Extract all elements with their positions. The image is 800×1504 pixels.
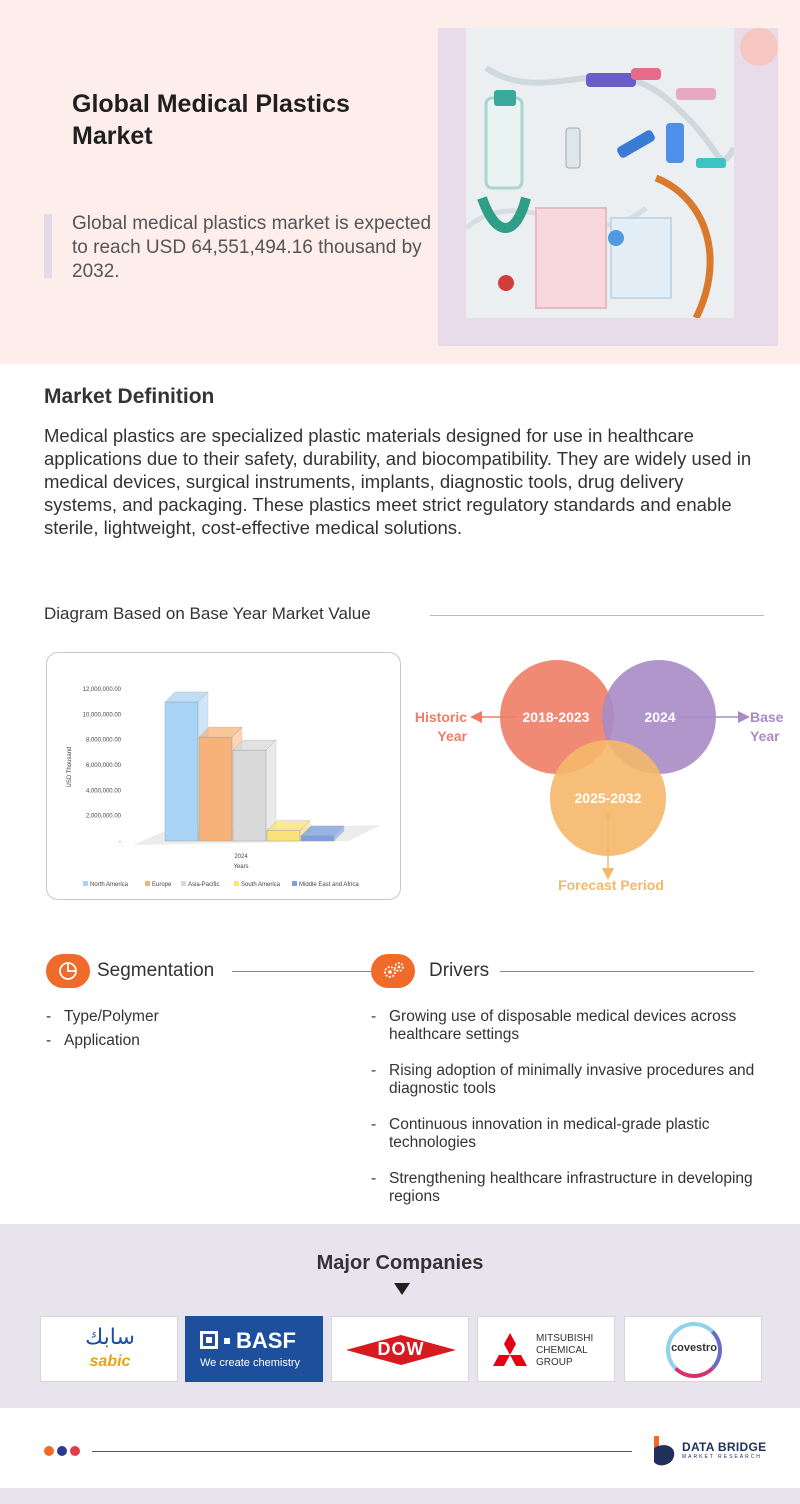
legend-swatch xyxy=(292,881,297,886)
footer-divider xyxy=(92,1451,632,1452)
venn-diagram: 2018-2023 2024 2025-2032 Historic Year B… xyxy=(414,652,794,902)
legend-label: North America xyxy=(90,882,129,888)
list-item: Rising adoption of minimally invasive pr… xyxy=(371,1062,761,1098)
sabic-logo: سابك sabic xyxy=(40,1316,178,1382)
y-tick-label: 4,000,000.00 xyxy=(86,788,122,794)
hero-description: Global medical plastics market is expect… xyxy=(72,213,432,282)
historic-label-2: Year xyxy=(437,728,467,744)
legend-swatch xyxy=(83,881,88,886)
segmentation-badge xyxy=(46,954,90,988)
y-tick-label: 12,000,000.00 xyxy=(83,687,122,693)
bar-side-face xyxy=(333,825,345,842)
segmentation-divider xyxy=(232,971,372,972)
chart-canvas: - 2,000,000.00 4,000,000.00 6,000,000.00 8,0… xyxy=(67,687,381,888)
legend-label: Europe xyxy=(152,882,172,888)
list-item: Growing use of disposable medical device… xyxy=(371,1008,761,1044)
footer-band xyxy=(0,1488,800,1504)
legend-swatch xyxy=(234,881,239,886)
photo-illustration xyxy=(466,28,734,318)
drivers-title: Drivers xyxy=(429,960,496,982)
pie-chart-icon xyxy=(59,962,77,980)
quote-bar xyxy=(44,214,52,278)
drivers-list: Growing use of disposable medical device… xyxy=(371,1008,761,1224)
y-tick-label: 8,000,000.00 xyxy=(86,738,122,744)
decorative-circle xyxy=(740,28,778,66)
historic-label: Historic xyxy=(415,709,467,725)
base-label: Base xyxy=(750,709,784,725)
forecast-label: Forecast Period xyxy=(558,877,664,893)
list-item: Strengthening healthcare infrastructure … xyxy=(371,1170,761,1206)
dow-logo: DOW xyxy=(331,1316,469,1382)
x-tick-label: 2024 xyxy=(234,854,248,860)
y-tick-label: 10,000,000.00 xyxy=(83,712,122,718)
covestro-logo: covestro xyxy=(624,1316,762,1382)
y-tick-label: 6,000,000.00 xyxy=(86,763,122,769)
base-label-2: Year xyxy=(750,728,780,744)
legend-swatch xyxy=(145,881,150,886)
down-arrow-icon xyxy=(394,1283,410,1295)
hero-banner: Global Medical Plastics Market Global me… xyxy=(0,0,800,364)
footer-dot xyxy=(57,1446,67,1456)
diagram-title: Diagram Based on Base Year Market Value xyxy=(44,604,373,624)
drivers-divider xyxy=(500,971,754,972)
legend-swatch xyxy=(181,881,186,886)
forecast-period: 2025-2032 xyxy=(575,790,642,806)
venn-canvas: 2018-2023 2024 2025-2032 Historic Year B… xyxy=(415,660,784,893)
major-companies-title: Major Companies xyxy=(316,1252,484,1274)
basf-logo: BASF We create chemistry xyxy=(185,1316,323,1382)
legend-label: South America xyxy=(241,882,281,888)
bar-north-america xyxy=(164,701,199,842)
segmentation-list: Type/Polymer Application xyxy=(46,1008,346,1056)
list-item: Application xyxy=(46,1032,346,1050)
bar-south-america xyxy=(266,830,301,842)
legend-label: Middle East and Africa xyxy=(299,882,359,888)
mitsubishi-diamonds-icon xyxy=(493,1333,527,1366)
footer-dot xyxy=(70,1446,80,1456)
medical-plastics-photo xyxy=(466,28,734,318)
gears-icon xyxy=(384,962,404,978)
forecast-circle xyxy=(550,740,666,856)
market-definition-body: Medical plastics are specialized plastic… xyxy=(44,425,752,538)
bar-asia-pacific xyxy=(232,749,267,842)
bar-europe xyxy=(198,736,233,842)
drivers-badge xyxy=(371,954,415,988)
section-divider xyxy=(430,615,764,616)
base-period: 2024 xyxy=(644,709,675,725)
data-bridge-mark-icon xyxy=(654,1436,675,1466)
mitsubishi-logo: MITSUBISHI CHEMICAL GROUP xyxy=(477,1316,615,1382)
market-definition-title: Market Definition xyxy=(44,385,215,408)
dow-diamond xyxy=(346,1335,456,1365)
y-tick-label: - xyxy=(119,839,121,845)
list-item: Continuous innovation in medical-grade p… xyxy=(371,1116,761,1152)
legend-label: Asia-Pacific xyxy=(188,882,219,888)
segmentation-title: Segmentation xyxy=(97,960,221,982)
footer-dot xyxy=(44,1446,54,1456)
y-axis-label: USD Thousand xyxy=(67,747,73,788)
data-bridge-logo: DATA BRIDGE MARKET RESEARCH xyxy=(650,1432,770,1472)
page-title: Global Medical Plastics Market xyxy=(72,90,350,150)
bar-middle-east-and-africa xyxy=(300,835,335,842)
historic-period: 2018-2023 xyxy=(523,709,590,725)
y-tick-label: 2,000,000.00 xyxy=(86,814,122,820)
bar-chart: - 2,000,000.00 4,000,000.00 6,000,000.00 8,0… xyxy=(46,652,401,900)
list-item: Type/Polymer xyxy=(46,1008,346,1026)
x-axis-label: Years xyxy=(233,864,248,870)
